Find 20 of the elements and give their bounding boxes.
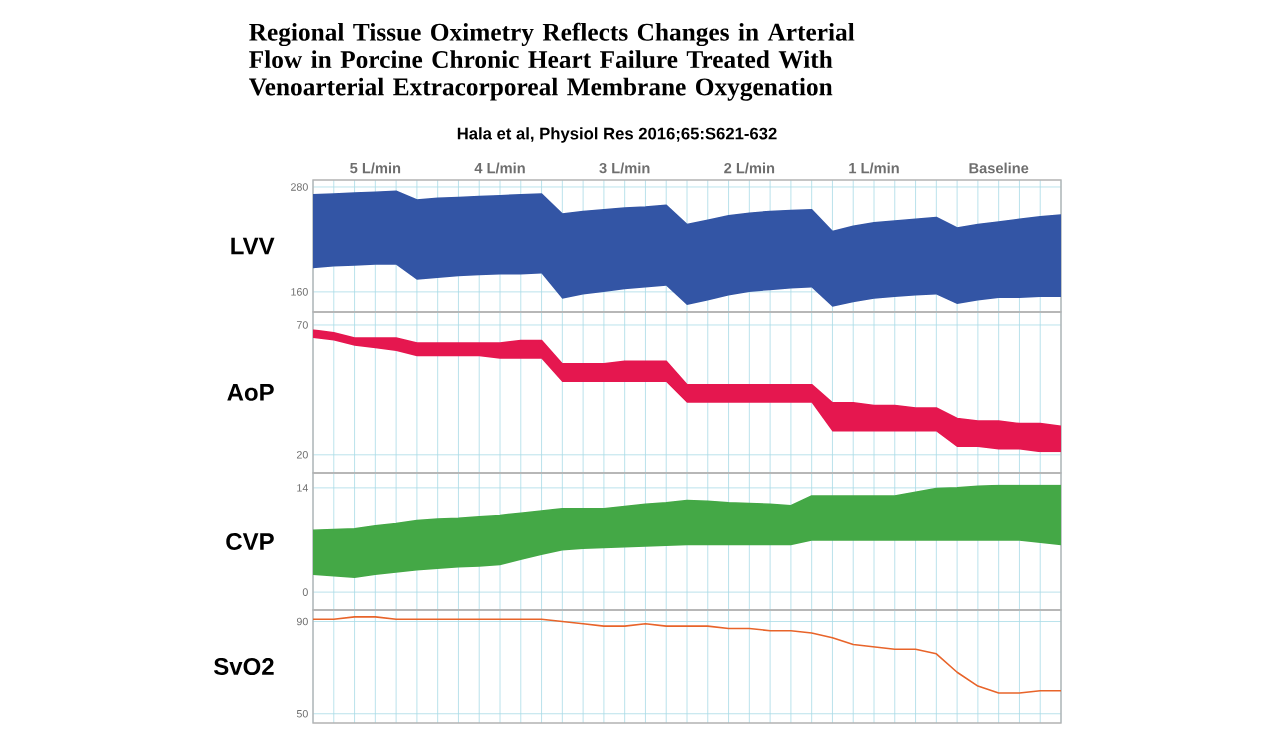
y-tick-label: 50: [296, 709, 308, 718]
y-axis-title: AoP: [227, 384, 274, 401]
y-axis-title: SvO2: [213, 657, 274, 675]
y-tick-label: 280: [291, 183, 308, 191]
y-tick-label: 160: [291, 288, 308, 296]
y-tick-label: 20: [296, 450, 308, 459]
text: Baseline: [969, 162, 1029, 174]
text: 1 L/min: [849, 162, 899, 174]
chart-title: Regional Tissue Oximetry Reflects Changes in Arterial Flow in Porcine Chronic Heart Failure Treated With Venoarterial Extracorporeal Membrane Oxygenation: [249, 22, 855, 101]
text: 2 L/min: [724, 162, 775, 174]
y-tick-label: 0: [302, 588, 308, 596]
text: 3 L/min: [599, 162, 650, 174]
y-axis-title: CVP: [226, 532, 274, 550]
y-tick-label: 70: [296, 321, 308, 329]
y-tick-label: 90: [296, 617, 308, 626]
text: 5 L/min: [350, 162, 401, 174]
chart-subtitle: Hala et al, Physiol Res 2016;65:S621-632: [457, 127, 777, 143]
text: 4 L/min: [474, 162, 525, 174]
y-tick-label: 14: [297, 484, 308, 492]
y-axis-title: LVV: [231, 237, 275, 255]
